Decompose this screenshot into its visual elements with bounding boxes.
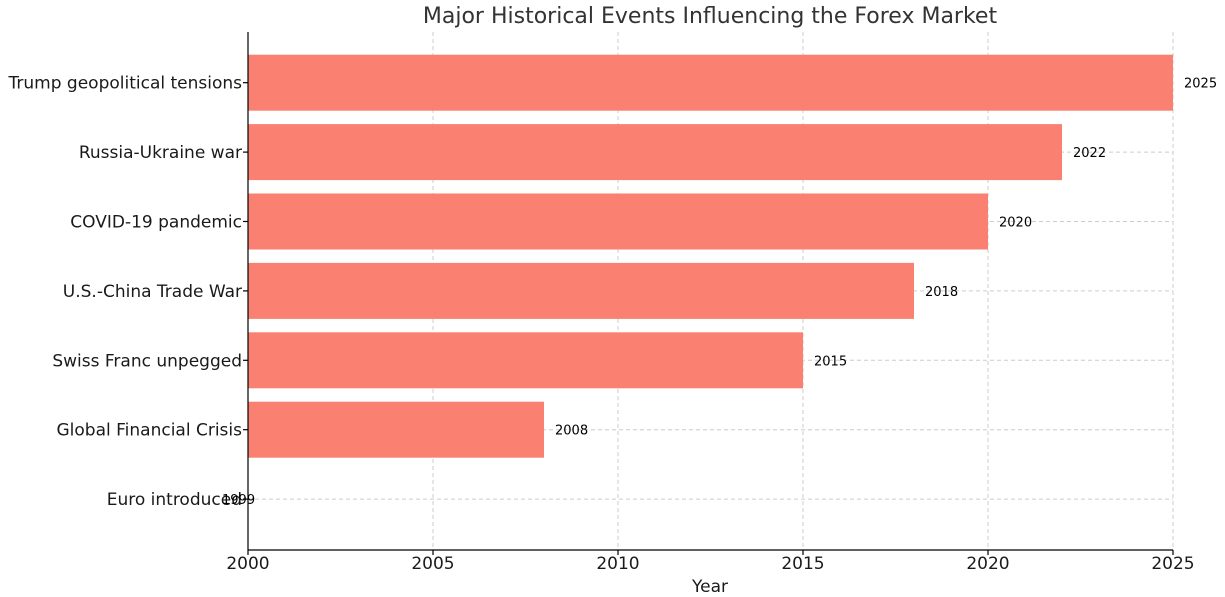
- x-tick-label: 2000: [226, 554, 269, 574]
- bar: [248, 124, 1062, 181]
- bar: [248, 193, 988, 250]
- bar: [248, 401, 544, 458]
- chart-title: Major Historical Events Influencing the …: [423, 4, 998, 29]
- bar: [248, 262, 914, 319]
- y-tick-label: U.S.-China Trade War: [63, 282, 242, 302]
- x-tick-label: 2015: [781, 554, 824, 574]
- bar: [248, 54, 1173, 111]
- data-label: 2018: [925, 285, 958, 300]
- x-tick-label: 2005: [411, 554, 454, 574]
- data-label: 1999: [222, 493, 255, 508]
- x-axis-title: Year: [691, 577, 728, 597]
- y-tick-label: Trump geopolitical tensions: [8, 74, 243, 94]
- data-label: 2015: [814, 354, 847, 369]
- bar: [248, 332, 803, 389]
- x-tick-label: 2025: [1151, 554, 1194, 574]
- data-label: 2025: [1184, 77, 1217, 92]
- data-label: 2022: [1073, 146, 1106, 161]
- x-tick-label: 2010: [596, 554, 639, 574]
- y-tick-label: Euro introduced: [107, 490, 242, 510]
- x-tick-label: 2020: [966, 554, 1009, 574]
- y-tick-label: Swiss Franc unpegged: [52, 351, 242, 371]
- y-tick-label: Russia-Ukraine war: [79, 143, 242, 163]
- y-tick-label: COVID-19 pandemic: [70, 213, 242, 233]
- data-label: 2020: [999, 216, 1032, 231]
- y-tick-label: Global Financial Crisis: [57, 421, 243, 441]
- data-label: 2008: [555, 424, 588, 439]
